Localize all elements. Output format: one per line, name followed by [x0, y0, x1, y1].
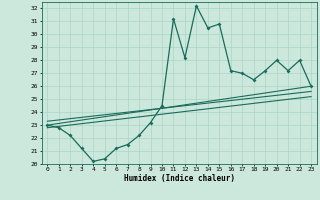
X-axis label: Humidex (Indice chaleur): Humidex (Indice chaleur): [124, 174, 235, 183]
